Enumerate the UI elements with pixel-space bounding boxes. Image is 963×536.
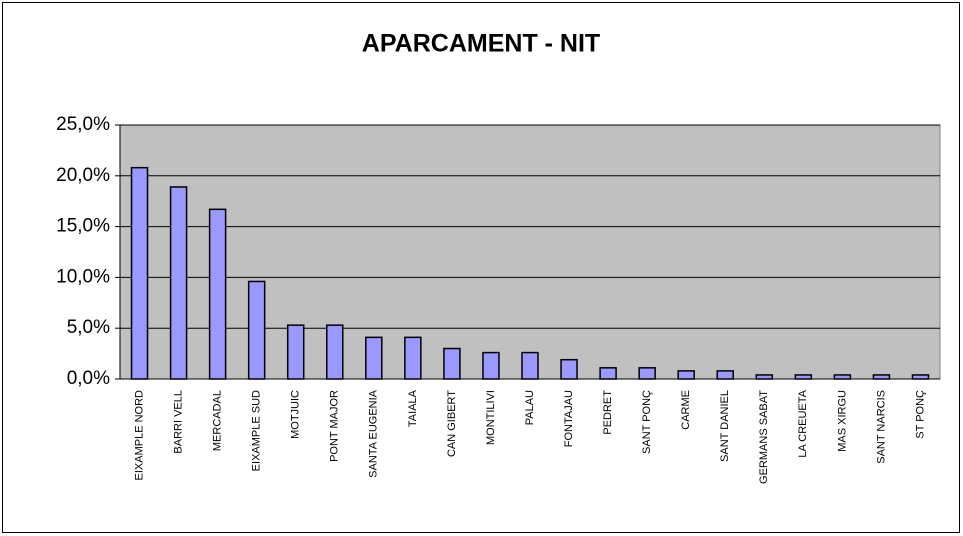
bar (404, 336, 422, 380)
bar (326, 324, 344, 380)
y-tick-label: 5,0% (67, 317, 110, 338)
bar (794, 374, 813, 380)
x-tick-label: MONTILIVI (485, 390, 497, 445)
x-tick-label: EIXAMPLE SUD (251, 390, 263, 471)
x-tick-label: SANTA EUGENIA (368, 389, 380, 477)
bar (521, 351, 539, 380)
x-tick-label: CARME (680, 390, 692, 430)
bar (130, 166, 149, 380)
bar (716, 370, 734, 380)
x-tick-label: SANT DANIEL (719, 390, 731, 462)
bar (247, 280, 266, 380)
bar (599, 367, 617, 380)
x-tick-label: MOTJUIC (290, 390, 302, 439)
plot-area (119, 124, 941, 380)
bar (833, 374, 852, 380)
x-tick-label: FONTAJAU (563, 390, 575, 447)
x-tick-label: CAN GIBERT (446, 390, 458, 457)
bar (482, 351, 500, 380)
x-tick-label: PALAU (524, 390, 536, 425)
x-tick-label: SANT PONÇ (641, 390, 653, 454)
bar (911, 374, 930, 380)
x-tick-label: SANT NARCIS (875, 390, 887, 464)
bar (677, 370, 695, 380)
y-tick-label: 0,0% (67, 368, 110, 389)
x-tick-label: GERMANS SABAT (758, 390, 770, 484)
x-tick-label: PONT MAJOR (329, 390, 341, 462)
bar (638, 367, 656, 380)
x-tick-label: EIXAMPLE NORD (133, 390, 145, 481)
bar (443, 347, 461, 380)
x-tick-label: MAS XIRGU (836, 390, 848, 452)
bar (872, 374, 891, 380)
bar (560, 358, 578, 380)
x-tick-label: ST PONÇ (914, 390, 926, 439)
bar (169, 186, 188, 380)
y-tick-label: 10,0% (56, 266, 110, 287)
y-tick-label: 25,0% (56, 114, 110, 135)
x-tick-label: MERCADAL (212, 390, 224, 451)
y-tick-label: 15,0% (56, 216, 110, 237)
chart-title: APARCAMENT - NIT (362, 30, 600, 58)
bar (755, 374, 774, 380)
x-tick-label: LA CREUETA (797, 389, 809, 457)
bar (286, 324, 305, 380)
x-tick-label: TAIALA (407, 389, 419, 427)
bar (365, 336, 383, 380)
y-tick-label: 20,0% (56, 165, 110, 186)
x-tick-label: BARRI VELL (172, 390, 184, 454)
x-tick-label: PEDRET (602, 390, 614, 435)
bar (208, 208, 227, 380)
